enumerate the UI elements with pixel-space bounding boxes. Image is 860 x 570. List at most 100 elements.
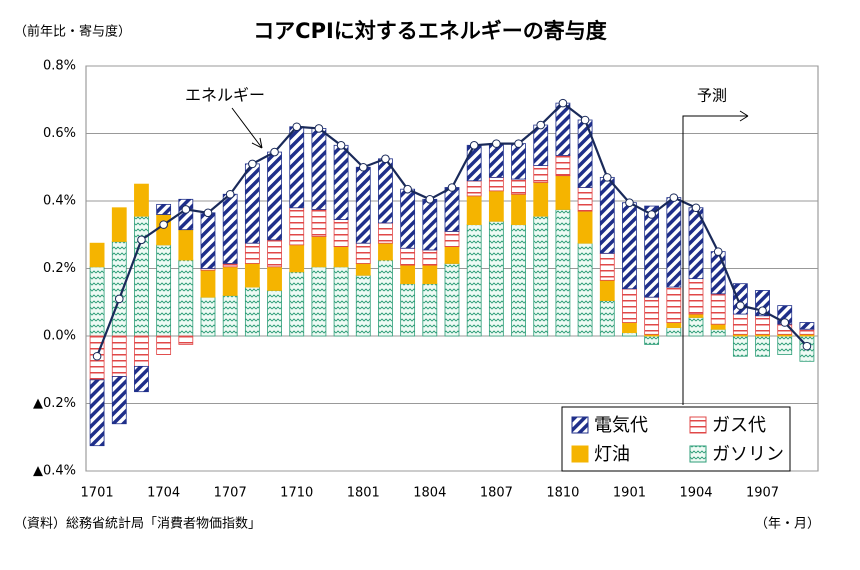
line-marker — [403, 184, 412, 194]
bar-segment — [311, 128, 327, 210]
bar-segment — [200, 269, 216, 298]
legend — [561, 406, 791, 472]
bar-segment — [666, 327, 682, 337]
bar-segment — [422, 264, 438, 285]
bar-segment — [555, 102, 571, 156]
bar-segment — [622, 202, 637, 290]
bar-segment — [444, 230, 460, 247]
line-marker — [647, 210, 656, 219]
x-tick-label: 1701 — [81, 486, 114, 501]
bar-segment — [267, 266, 282, 291]
bar-segment — [622, 332, 637, 337]
bar-segment — [644, 296, 660, 335]
bar-segment — [577, 210, 593, 244]
bar-segment — [311, 209, 327, 237]
forecast-label: 予測 — [697, 87, 727, 105]
line-marker — [203, 208, 213, 218]
line-annotation: エネルギー — [185, 86, 265, 105]
line-marker — [314, 124, 324, 133]
bar-segment — [444, 187, 460, 232]
bar-segment — [156, 335, 172, 355]
bar-segment — [488, 220, 504, 337]
bar-segment — [799, 322, 815, 330]
line-marker — [669, 193, 679, 202]
x-tick-label: 1901 — [613, 486, 646, 501]
bar-segment — [533, 215, 549, 337]
bar-segment — [134, 215, 149, 337]
line-marker — [780, 318, 790, 327]
bar-segment — [355, 274, 371, 337]
bar-segment — [666, 197, 682, 288]
bar-segment — [244, 242, 260, 264]
x-tick-label: 1810 — [546, 486, 579, 501]
bar-segment — [378, 222, 393, 244]
bar-segment — [710, 251, 726, 295]
y-tick-label: 0.6% — [43, 126, 76, 141]
bar-segment — [444, 246, 460, 264]
line-marker — [713, 247, 723, 256]
bar-segment — [400, 264, 416, 285]
bar-segment — [134, 335, 149, 367]
bar-segment — [688, 317, 704, 337]
bar-segment — [799, 328, 815, 335]
line-marker — [381, 154, 390, 164]
bar-segment — [222, 295, 238, 337]
bar-segment — [134, 365, 149, 393]
source: （資料）総務省統計局「消費者物価指数」 — [14, 516, 261, 532]
legend-label: ガス代 — [712, 415, 766, 436]
line-marker — [469, 141, 479, 150]
line-marker — [159, 220, 168, 229]
bar-segment — [333, 266, 349, 337]
line-marker — [336, 141, 346, 150]
legend-swatch — [689, 445, 707, 463]
bar-segment — [111, 376, 127, 425]
bar-segment — [599, 252, 615, 281]
legend-label: 電気代 — [594, 415, 648, 436]
bar-segment — [222, 193, 238, 264]
bar-segment — [622, 322, 637, 334]
bar-segment — [533, 165, 549, 183]
bar-segment — [755, 335, 770, 357]
bar-segment — [111, 335, 127, 377]
bar-segment — [333, 219, 349, 247]
bar-segment — [378, 158, 393, 224]
bar-segment — [710, 293, 726, 325]
bar-segment — [422, 198, 438, 251]
x-tick-label: 1710 — [280, 486, 313, 501]
bar-segment — [156, 203, 172, 215]
bar-segment — [134, 183, 149, 217]
bar-segment — [222, 266, 238, 296]
bar-segment — [200, 296, 216, 337]
line-marker — [802, 341, 812, 351]
chart-title: コアCPIに対するエネルギーの寄与度 — [253, 19, 607, 43]
line-marker — [358, 162, 368, 172]
bar-segment — [577, 242, 593, 337]
bar-segment — [355, 263, 371, 276]
bar-segment — [422, 249, 438, 266]
bar-segment — [355, 166, 371, 244]
bar-segment — [400, 188, 416, 249]
bar-segment — [688, 313, 704, 318]
bar-segment — [466, 224, 482, 337]
bar-segment — [466, 180, 482, 197]
bar-segment — [311, 266, 327, 337]
bar-segment — [244, 286, 260, 337]
bar-segment — [267, 290, 282, 337]
bar-segment — [289, 271, 305, 337]
bar-segment — [378, 242, 393, 261]
bar-segment — [89, 266, 105, 337]
bar-segment — [89, 379, 105, 447]
y-tick-label: 0.2% — [43, 261, 76, 276]
bar-segment — [178, 259, 194, 337]
bar-segment — [156, 244, 172, 337]
bar-segment — [599, 279, 615, 301]
line-marker — [92, 351, 102, 361]
legend-swatch — [571, 416, 589, 434]
bar-segment — [599, 176, 615, 254]
bar-segment — [89, 242, 105, 268]
bar-segment — [355, 242, 371, 264]
bar-segment — [555, 175, 571, 210]
line-marker — [137, 235, 146, 245]
line-marker — [758, 306, 767, 315]
legend-label: ガソリン — [712, 444, 784, 465]
